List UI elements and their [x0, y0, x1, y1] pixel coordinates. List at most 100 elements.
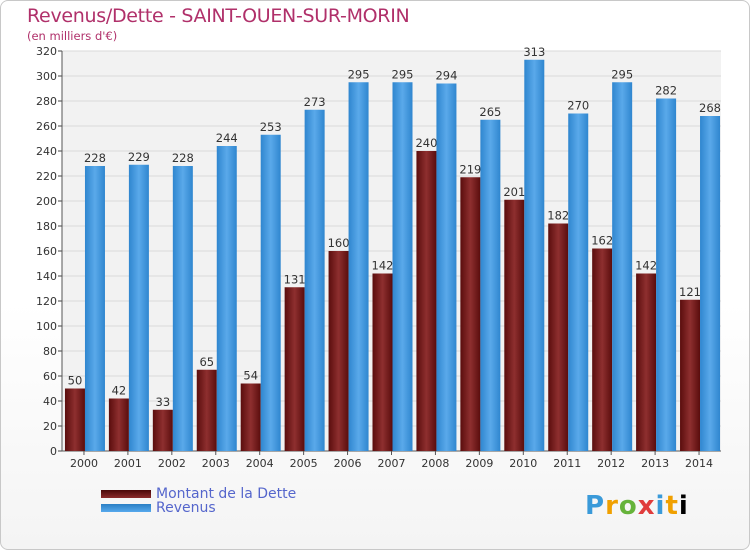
x-tick-label: 2005	[290, 457, 318, 470]
data-label-debt: 50	[68, 374, 83, 388]
bar-revenue	[348, 82, 369, 451]
bar-debt	[108, 398, 129, 451]
data-label-revenue: 270	[567, 99, 589, 113]
bar-debt	[372, 273, 393, 451]
data-label-revenue: 294	[435, 69, 457, 83]
data-label-revenue: 253	[260, 120, 282, 134]
x-tick-label: 2014	[685, 457, 713, 470]
y-tick-label: 220	[36, 170, 57, 183]
data-label-revenue: 228	[172, 151, 194, 165]
bar-debt	[64, 388, 85, 451]
bar-revenue	[216, 146, 237, 451]
y-tick-label: 300	[36, 70, 57, 83]
y-tick-label: 100	[36, 320, 57, 333]
y-tick-label: 260	[36, 120, 57, 133]
x-tick-label: 2006	[334, 457, 362, 470]
bar-revenue	[568, 113, 589, 451]
data-label-debt: 219	[459, 162, 481, 176]
x-tick-label: 2001	[114, 457, 142, 470]
data-label-revenue: 273	[304, 95, 326, 109]
data-label-debt: 121	[679, 285, 701, 299]
x-tick-label: 2003	[202, 457, 230, 470]
y-tick-label: 280	[36, 95, 57, 108]
y-tick-label: 20	[43, 420, 57, 433]
bar-debt	[328, 251, 349, 451]
chart-title: Revenus/Dette - SAINT-OUEN-SUR-MORIN	[27, 5, 410, 27]
data-label-debt: 33	[156, 395, 171, 409]
data-label-debt: 54	[243, 369, 258, 383]
data-label-revenue: 244	[216, 131, 238, 145]
data-label-revenue: 229	[128, 150, 150, 164]
data-label-debt: 182	[547, 209, 569, 223]
data-label-debt: 65	[199, 355, 214, 369]
data-label-debt: 142	[635, 259, 657, 273]
bar-revenue	[436, 83, 457, 451]
x-tick-label: 2013	[641, 457, 669, 470]
data-label-debt: 142	[372, 259, 394, 273]
y-tick-label: 120	[36, 295, 57, 308]
bar-debt	[284, 287, 305, 451]
bar-debt	[592, 248, 613, 451]
data-label-revenue: 268	[699, 101, 721, 115]
y-tick-label: 180	[36, 220, 57, 233]
data-label-revenue: 265	[479, 105, 501, 119]
data-label-revenue: 295	[392, 67, 414, 81]
bar-debt	[240, 383, 261, 451]
data-label-revenue: 282	[655, 84, 677, 98]
x-tick-label: 2008	[421, 457, 449, 470]
bar-revenue	[304, 109, 325, 451]
bar-revenue	[612, 82, 633, 451]
legend-swatch-revenue	[101, 504, 151, 512]
data-label-debt: 240	[415, 136, 437, 150]
bar-revenue	[700, 116, 721, 451]
x-tick-label: 2000	[70, 457, 98, 470]
y-tick-label: 80	[43, 345, 57, 358]
data-label-debt: 201	[503, 185, 525, 199]
chart-subtitle: (en milliers d'€)	[27, 29, 118, 43]
y-tick-label: 160	[36, 245, 57, 258]
x-tick-label: 2010	[509, 457, 537, 470]
y-tick-label: 0	[50, 445, 57, 458]
x-tick-label: 2007	[378, 457, 406, 470]
y-tick-label: 40	[43, 395, 57, 408]
data-label-debt: 162	[591, 234, 613, 248]
x-tick-label: 2009	[465, 457, 493, 470]
bar-revenue	[392, 82, 413, 451]
x-tick-label: 2004	[246, 457, 274, 470]
bar-debt	[416, 151, 437, 451]
bar-debt	[460, 177, 481, 451]
bar-debt	[152, 409, 173, 451]
data-label-debt: 131	[284, 272, 306, 286]
bar-revenue	[84, 166, 105, 451]
bar-revenue	[656, 98, 677, 451]
legend-label-debt: Montant de la Dette	[156, 486, 297, 502]
y-tick-label: 200	[36, 195, 57, 208]
bar-revenue	[260, 134, 281, 451]
data-label-debt: 42	[112, 384, 127, 398]
y-tick-label: 240	[36, 145, 57, 158]
y-tick-label: 320	[36, 45, 57, 58]
bar-debt	[636, 273, 657, 451]
legend-swatch-debt	[101, 490, 151, 498]
bar-debt	[680, 299, 701, 451]
bar-debt	[196, 369, 217, 451]
bar-debt	[504, 199, 525, 451]
bar-revenue	[172, 166, 193, 451]
data-label-revenue: 295	[348, 67, 370, 81]
data-label-debt: 160	[328, 236, 350, 250]
x-tick-label: 2012	[597, 457, 625, 470]
x-tick-label: 2011	[553, 457, 581, 470]
bar-revenue	[524, 59, 545, 451]
y-tick-label: 140	[36, 270, 57, 283]
data-label-revenue: 313	[523, 45, 545, 59]
data-label-revenue: 295	[611, 67, 633, 81]
legend-label-revenue: Revenus	[156, 500, 216, 516]
bar-revenue	[480, 119, 501, 451]
proxiti-logo: Proxiti	[585, 491, 689, 521]
bar-debt	[548, 223, 569, 451]
bar-revenue	[128, 164, 149, 451]
data-label-revenue: 228	[84, 151, 106, 165]
x-tick-label: 2002	[158, 457, 186, 470]
y-tick-label: 60	[43, 370, 57, 383]
